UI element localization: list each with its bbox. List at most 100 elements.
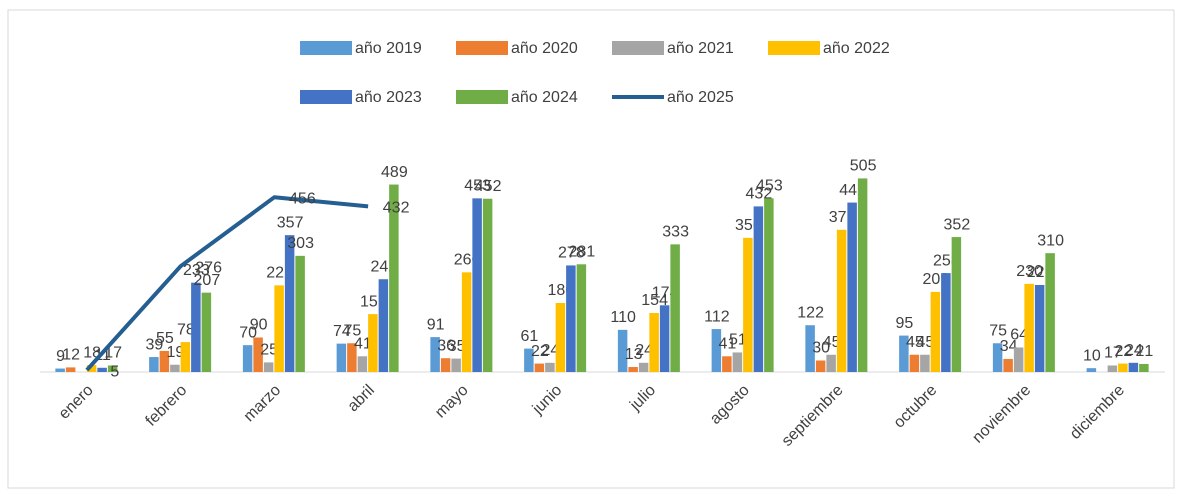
data-label: 5 — [110, 363, 119, 380]
data-label: 276 — [195, 259, 222, 276]
data-label: 21 — [1135, 343, 1153, 360]
bar — [857, 178, 868, 372]
bar — [555, 303, 566, 372]
bar — [253, 337, 263, 372]
bar — [430, 337, 440, 372]
data-label: 453 — [756, 178, 783, 195]
data-label: 90 — [250, 317, 268, 334]
data-label: 278 — [558, 245, 585, 262]
bar — [524, 348, 534, 372]
legend-label: año 2020 — [511, 40, 578, 57]
bar — [170, 364, 180, 372]
bar — [368, 314, 378, 372]
data-label: 35 — [448, 338, 466, 355]
data-label: 22 — [531, 343, 549, 360]
bar — [941, 273, 951, 372]
bar — [1128, 362, 1139, 372]
data-label: 41 — [718, 336, 736, 353]
bar — [545, 362, 555, 372]
data-label: 453 — [464, 178, 491, 195]
bar — [566, 265, 576, 372]
data-label: 10 — [1083, 347, 1101, 364]
bar — [263, 362, 274, 372]
data-label: 432 — [383, 200, 410, 217]
legend-label: año 2021 — [667, 40, 734, 57]
legend-label: año 2024 — [511, 89, 578, 106]
bar — [764, 198, 774, 372]
bar — [242, 345, 253, 372]
bar — [815, 360, 826, 372]
bar — [347, 343, 357, 372]
data-label: 233 — [183, 262, 210, 279]
data-label: 357 — [277, 214, 304, 231]
bar — [65, 367, 76, 372]
data-label: 75 — [989, 322, 1007, 339]
bar — [836, 229, 847, 372]
bar — [847, 202, 857, 372]
data-label: 34 — [1000, 338, 1018, 355]
legend-swatch — [612, 41, 664, 55]
bar — [201, 292, 212, 372]
data-label: 51 — [729, 332, 747, 349]
data-label: 30 — [812, 340, 830, 357]
data-label: 310 — [1037, 232, 1064, 249]
bar — [389, 184, 399, 372]
data-label: 17 — [104, 345, 122, 362]
bar — [826, 354, 836, 372]
data-label: 333 — [662, 224, 689, 241]
data-label: 207 — [194, 272, 221, 289]
bar — [1139, 363, 1149, 372]
bar — [743, 237, 753, 372]
bar — [920, 354, 930, 372]
bar — [86, 365, 97, 372]
data-label: 95 — [895, 315, 913, 332]
data-label: 45 — [823, 334, 841, 351]
data-label: 281 — [569, 244, 596, 261]
bar — [295, 255, 305, 372]
bar — [805, 325, 815, 372]
bar — [930, 291, 941, 372]
data-label: 456 — [289, 190, 316, 207]
bar — [159, 350, 170, 372]
bar — [1024, 283, 1034, 372]
bar — [909, 354, 920, 372]
bar — [722, 356, 732, 372]
legend-label: año 2019 — [355, 40, 422, 57]
data-label: 122 — [797, 304, 824, 321]
data-label: 154 — [641, 292, 668, 309]
data-label: 24 — [541, 342, 559, 359]
bar — [97, 367, 107, 372]
data-label: 9 — [56, 348, 65, 365]
bar — [534, 363, 545, 372]
legend-swatch — [300, 90, 352, 104]
data-label: 110 — [610, 309, 636, 326]
bar — [951, 237, 962, 372]
line — [85, 195, 369, 372]
bar — [1013, 347, 1024, 372]
bar — [55, 368, 65, 372]
data-label: 36 — [437, 337, 455, 354]
data-label: 24 — [1125, 342, 1143, 359]
bar — [659, 305, 670, 372]
legend-label: año 2023 — [355, 89, 422, 106]
bar — [576, 264, 587, 372]
bar — [336, 343, 347, 372]
data-label: 61 — [520, 328, 538, 345]
data-label: 17 — [1104, 345, 1122, 362]
data-label: 505 — [850, 158, 877, 175]
bar — [472, 198, 482, 372]
bar — [1003, 358, 1013, 372]
legend-label: año 2025 — [667, 89, 734, 106]
bar — [711, 329, 722, 372]
bar — [378, 279, 389, 372]
bar — [284, 235, 295, 372]
bar — [649, 312, 659, 372]
data-label: 55 — [156, 330, 174, 347]
data-label: 452 — [475, 178, 502, 195]
data-label: 230 — [1016, 263, 1043, 280]
legend-swatch — [456, 41, 508, 55]
bar — [638, 362, 649, 372]
data-label: 489 — [381, 164, 408, 181]
bar — [1045, 253, 1055, 372]
